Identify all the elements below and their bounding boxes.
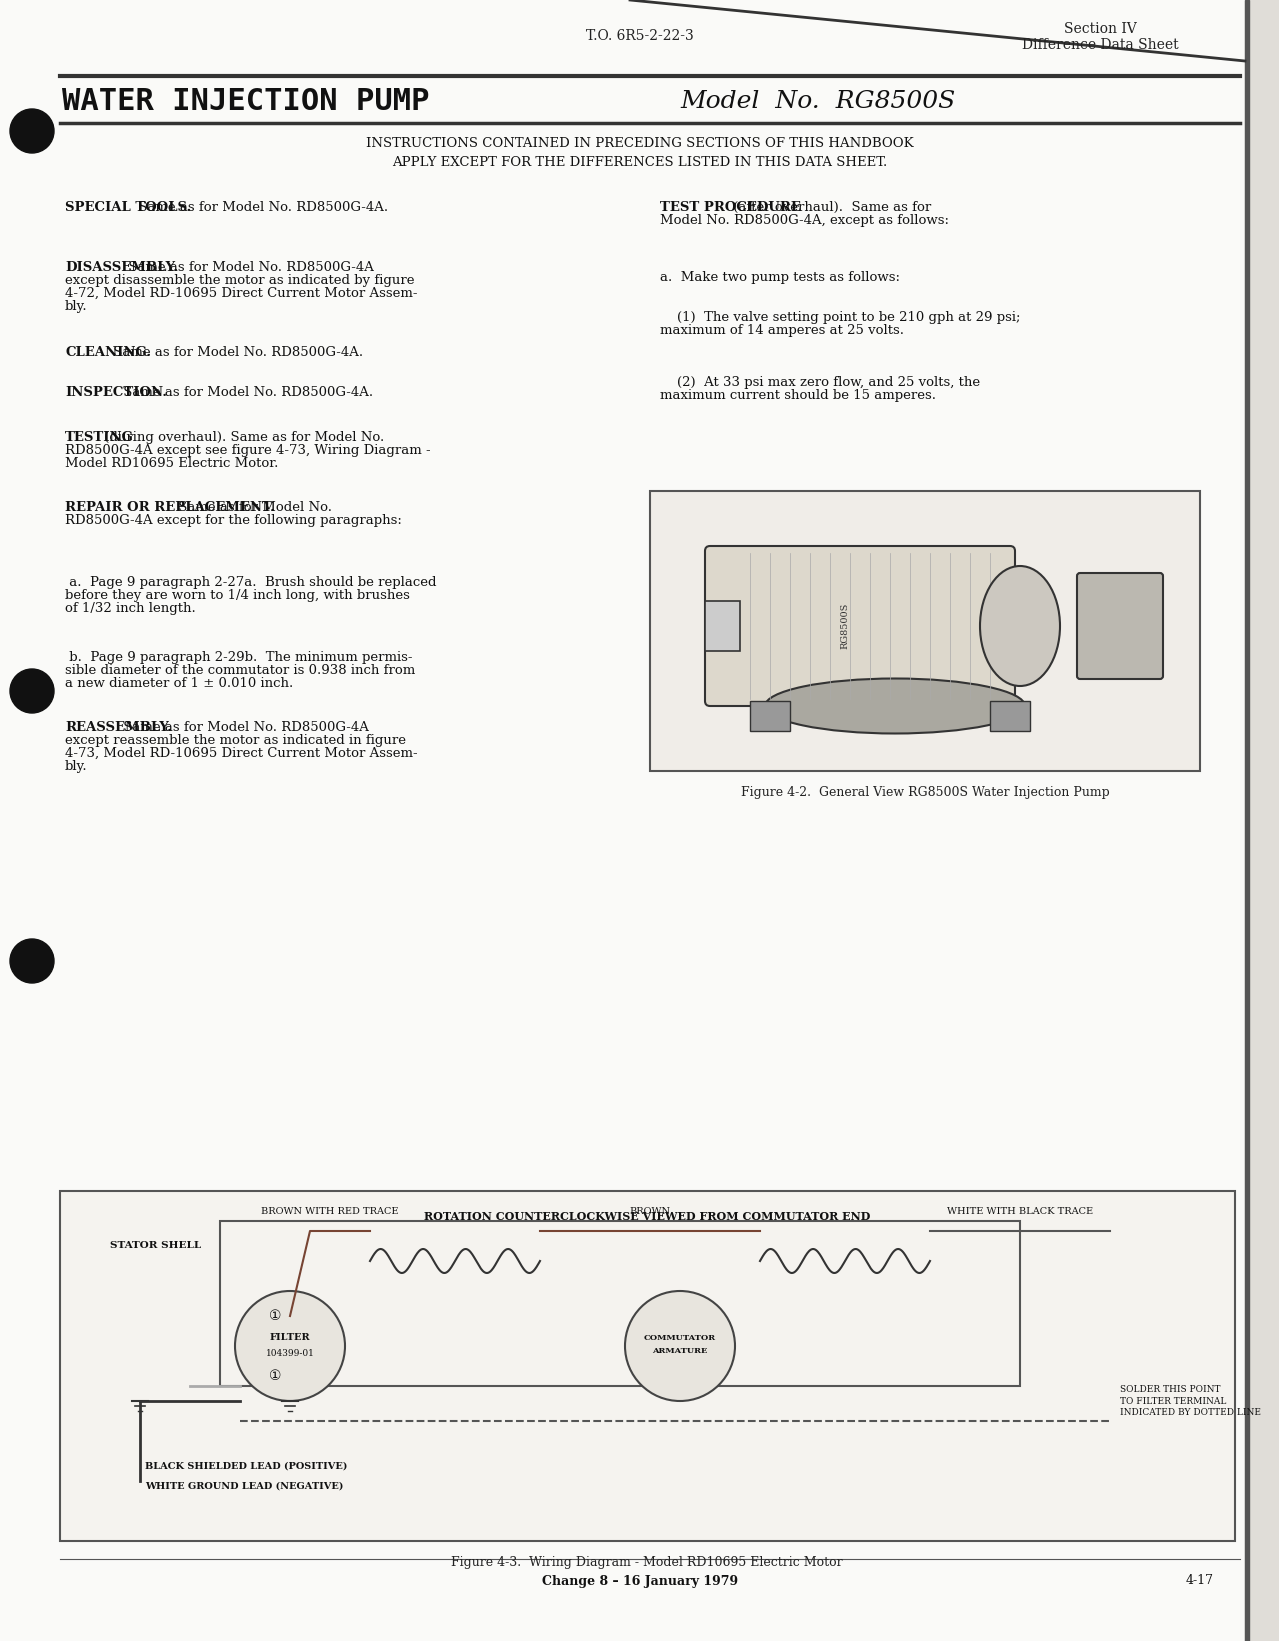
Bar	[990, 701, 1030, 730]
Ellipse shape	[765, 678, 1024, 734]
Bar	[650, 491, 1200, 771]
Text: ①: ①	[269, 1369, 281, 1383]
Text: except reassemble the motor as indicated in figure: except reassemble the motor as indicated…	[65, 734, 405, 747]
Ellipse shape	[980, 566, 1060, 686]
Text: Same as for Model No. RD8500G-4A: Same as for Model No. RD8500G-4A	[119, 720, 370, 734]
Circle shape	[10, 108, 54, 153]
Bar	[60, 1191, 1236, 1541]
Text: (after overhaul).  Same as for: (after overhaul). Same as for	[729, 200, 931, 213]
Text: RD8500G-4A except see figure 4-73, Wiring Diagram -: RD8500G-4A except see figure 4-73, Wirin…	[65, 445, 431, 458]
Text: Model RD10695 Electric Motor.: Model RD10695 Electric Motor.	[65, 458, 279, 471]
Text: ①: ①	[269, 1310, 281, 1323]
Circle shape	[10, 670, 54, 712]
Text: Figure 4-2.  General View RG8500S Water Injection Pump: Figure 4-2. General View RG8500S Water I…	[741, 786, 1109, 799]
Text: bly.: bly.	[65, 760, 88, 773]
Text: b.  Page 9 paragraph 2-29b.  The minimum permis-: b. Page 9 paragraph 2-29b. The minimum p…	[65, 651, 413, 665]
Text: sible diameter of the commutator is 0.938 inch from: sible diameter of the commutator is 0.93…	[65, 665, 416, 678]
Text: FILTER: FILTER	[270, 1334, 311, 1342]
Text: BLACK SHIELDED LEAD (POSITIVE): BLACK SHIELDED LEAD (POSITIVE)	[145, 1462, 348, 1470]
Text: a new diameter of 1 ± 0.010 inch.: a new diameter of 1 ± 0.010 inch.	[65, 678, 293, 691]
Text: TESTING: TESTING	[65, 432, 134, 445]
Text: 4-73, Model RD-10695 Direct Current Motor Assem-: 4-73, Model RD-10695 Direct Current Moto…	[65, 747, 418, 760]
Text: 104399-01: 104399-01	[266, 1349, 315, 1359]
Text: BROWN: BROWN	[629, 1208, 670, 1216]
Text: Same as for Model No. RD8500G-4A.: Same as for Model No. RD8500G-4A.	[134, 200, 389, 213]
Bar	[749, 701, 790, 730]
Text: TEST PROCEDURE: TEST PROCEDURE	[660, 200, 801, 213]
Text: Difference Data Sheet: Difference Data Sheet	[1022, 38, 1178, 53]
Circle shape	[235, 1291, 345, 1401]
Text: 4-17: 4-17	[1186, 1574, 1214, 1587]
Text: of 1/32 inch length.: of 1/32 inch length.	[65, 602, 196, 615]
Text: SOLDER THIS POINT
TO FILTER TERMINAL
INDICATED BY DOTTED LINE: SOLDER THIS POINT TO FILTER TERMINAL IND…	[1120, 1385, 1261, 1418]
Text: DISASSEMBLY.: DISASSEMBLY.	[65, 261, 178, 274]
Text: Model No. RD8500G-4A, except as follows:: Model No. RD8500G-4A, except as follows:	[660, 213, 949, 226]
Text: RG8500S: RG8500S	[840, 602, 849, 650]
Text: ARMATURE: ARMATURE	[652, 1347, 707, 1355]
Circle shape	[625, 1291, 735, 1401]
Text: 4-72, Model RD-10695 Direct Current Motor Assem-: 4-72, Model RD-10695 Direct Current Moto…	[65, 287, 417, 300]
Text: Section IV: Section IV	[1064, 21, 1136, 36]
Text: Change 8 – 16 January 1979: Change 8 – 16 January 1979	[542, 1574, 738, 1587]
Text: SPECIAL TOOLS.: SPECIAL TOOLS.	[65, 200, 192, 213]
Text: Same as for Model No. RD8500G-4A.: Same as for Model No. RD8500G-4A.	[110, 346, 363, 359]
Text: Same as for Model No. RD8500G-4A: Same as for Model No. RD8500G-4A	[124, 261, 375, 274]
Text: a.  Page 9 paragraph 2-27a.  Brush should be replaced: a. Page 9 paragraph 2-27a. Brush should …	[65, 576, 436, 589]
Bar	[1244, 0, 1250, 1641]
Text: CLEANING.: CLEANING.	[65, 346, 151, 359]
Text: ROTATION COUNTERCLOCKWISE VIEWED FROM COMMUTATOR END: ROTATION COUNTERCLOCKWISE VIEWED FROM CO…	[423, 1211, 870, 1223]
Text: Same as for Model No.: Same as for Model No.	[174, 501, 331, 514]
Text: REPAIR OR REPLACEMENT.: REPAIR OR REPLACEMENT.	[65, 501, 275, 514]
Text: BROWN WITH RED TRACE: BROWN WITH RED TRACE	[261, 1208, 399, 1216]
Text: REASSEMBLY.: REASSEMBLY.	[65, 720, 171, 734]
Text: bly.: bly.	[65, 300, 88, 313]
Text: COMMUTATOR: COMMUTATOR	[643, 1334, 716, 1342]
Text: STATOR SHELL: STATOR SHELL	[110, 1241, 201, 1250]
Text: WATER INJECTION PUMP: WATER INJECTION PUMP	[61, 87, 430, 115]
Text: a.  Make two pump tests as follows:: a. Make two pump tests as follows:	[660, 271, 900, 284]
Text: maximum of 14 amperes at 25 volts.: maximum of 14 amperes at 25 volts.	[660, 325, 904, 336]
Text: Same as for Model No. RD8500G-4A.: Same as for Model No. RD8500G-4A.	[119, 386, 373, 399]
Text: WHITE GROUND LEAD (NEGATIVE): WHITE GROUND LEAD (NEGATIVE)	[145, 1482, 343, 1490]
Text: INSTRUCTIONS CONTAINED IN PRECEDING SECTIONS OF THIS HANDBOOK
APPLY EXCEPT FOR T: INSTRUCTIONS CONTAINED IN PRECEDING SECT…	[366, 136, 913, 169]
Text: except disassemble the motor as indicated by figure: except disassemble the motor as indicate…	[65, 274, 414, 287]
Text: (1)  The valve setting point to be 210 gph at 29 psi;: (1) The valve setting point to be 210 gp…	[660, 312, 1021, 323]
Text: (during overhaul). Same as for Model No.: (during overhaul). Same as for Model No.	[100, 432, 384, 445]
Circle shape	[10, 939, 54, 983]
Text: T.O. 6R5-2-22-3: T.O. 6R5-2-22-3	[586, 30, 694, 43]
Text: INSPECTION.: INSPECTION.	[65, 386, 168, 399]
Text: maximum current should be 15 amperes.: maximum current should be 15 amperes.	[660, 389, 936, 402]
Bar	[220, 1221, 1019, 1387]
Text: Model  No.  RG8500S: Model No. RG8500S	[680, 90, 955, 113]
Text: Figure 4-3.  Wiring Diagram - Model RD10695 Electric Motor: Figure 4-3. Wiring Diagram - Model RD106…	[451, 1556, 843, 1569]
Text: RD8500G-4A except for the following paragraphs:: RD8500G-4A except for the following para…	[65, 514, 402, 527]
Text: (2)  At 33 psi max zero flow, and 25 volts, the: (2) At 33 psi max zero flow, and 25 volt…	[660, 376, 980, 389]
FancyBboxPatch shape	[1077, 573, 1163, 679]
Bar	[1244, 0, 1279, 1641]
Bar	[705, 601, 741, 651]
Text: WHITE WITH BLACK TRACE: WHITE WITH BLACK TRACE	[946, 1208, 1094, 1216]
Text: before they are worn to 1/4 inch long, with brushes: before they are worn to 1/4 inch long, w…	[65, 589, 409, 602]
FancyBboxPatch shape	[705, 546, 1016, 706]
